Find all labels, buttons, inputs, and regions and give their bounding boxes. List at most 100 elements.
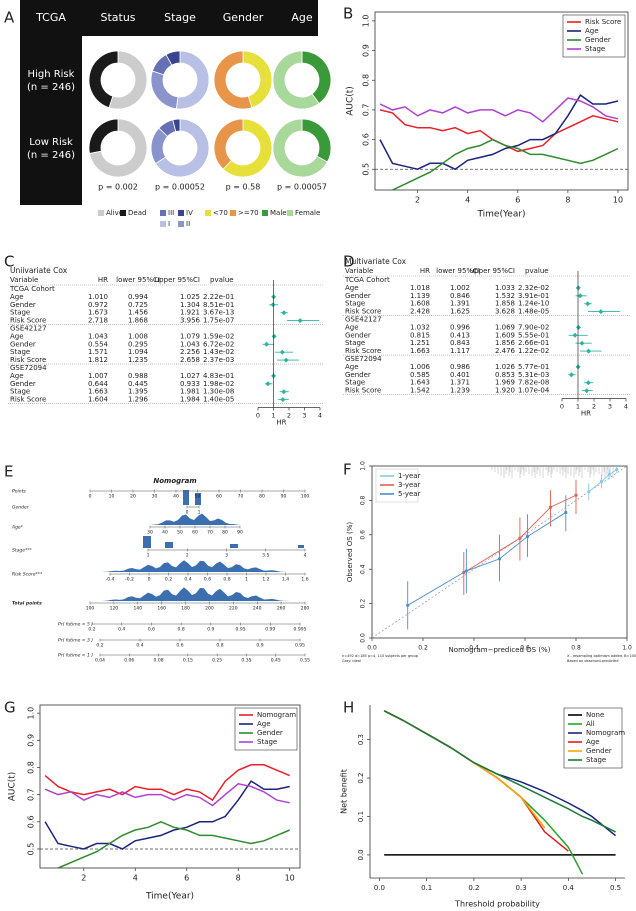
panel-letter: G — [4, 699, 16, 717]
value-cell: 1.571 — [88, 348, 108, 356]
value-cell: 0.815 — [410, 331, 430, 339]
series-line — [379, 109, 619, 153]
legend-label: I — [168, 220, 170, 228]
x-tick-label: 6 — [515, 196, 520, 205]
value-cell: 1.663 — [88, 388, 108, 396]
scale-label: 0 — [89, 494, 92, 500]
series-line — [57, 820, 290, 869]
footnote: Gray: ideal — [342, 659, 361, 663]
scale-label: 3.5 — [262, 553, 269, 559]
panel-letter: D — [343, 253, 355, 271]
scale-label: 70 — [207, 530, 213, 536]
table-header: pvalue — [525, 267, 549, 275]
density — [100, 587, 290, 601]
point — [564, 510, 568, 515]
scale-label: 0 — [186, 510, 189, 516]
scale-label: 0.08 — [154, 658, 164, 664]
series-line — [379, 94, 619, 171]
scale-label: 0.9 — [256, 643, 263, 649]
value-cell: 1.920 — [495, 387, 515, 395]
pvalue-cell: 1.24e-10 — [518, 300, 549, 308]
variable-name: Risk Score — [10, 396, 46, 404]
series-line — [44, 764, 290, 802]
variable-name: Gender — [10, 340, 36, 348]
scale-label: 0.8 — [216, 643, 223, 649]
value-cell: 1.094 — [128, 348, 149, 356]
donut-segment — [222, 118, 273, 178]
variable-name: Stage — [345, 300, 365, 308]
series-line — [383, 710, 616, 833]
value-cell: 1.856 — [495, 339, 516, 347]
x-tick-label: 1 — [576, 403, 580, 411]
value-cell: 0.413 — [450, 331, 470, 339]
group-label: GSE42127 — [10, 325, 47, 333]
value-cell: 0.994 — [128, 293, 149, 301]
density — [150, 513, 240, 525]
pvalue-cell: 7.82e-08 — [518, 379, 549, 387]
pvalue-cell: 6.72e-02 — [203, 340, 234, 348]
scale-label: 0.8 — [223, 577, 230, 583]
value-cell: 1.018 — [410, 284, 430, 292]
hr-point — [265, 381, 271, 387]
value-cell: 1.304 — [180, 301, 201, 309]
value-cell: 2.476 — [495, 347, 516, 355]
scale-label: 60 — [216, 494, 222, 500]
scale-label: 0.15 — [183, 658, 193, 664]
variable-name: Risk Score — [10, 356, 46, 364]
y-tick-label: 0.1 — [357, 811, 365, 822]
scale-label: 200 — [205, 606, 214, 612]
scale-label: 50 — [195, 494, 201, 500]
scale-label: 50 — [177, 530, 183, 536]
hr-point — [264, 341, 270, 347]
legend-swatch — [160, 221, 166, 227]
pvalue-cell: 1.30e-08 — [203, 388, 234, 396]
y-tick-label: 0.7 — [362, 104, 371, 117]
scale-label: 100 — [301, 494, 310, 500]
hr-point — [598, 309, 604, 315]
x-tick-label: 0.1 — [421, 884, 432, 892]
legend-label: Risk Score — [585, 18, 621, 26]
y-tick-label: 0.0 — [360, 633, 367, 643]
x-tick-label: 0.3 — [516, 884, 527, 892]
row-label: High Risk — [28, 69, 75, 80]
legend-label: Female — [295, 209, 320, 217]
variable-name: Age — [345, 363, 359, 371]
row-label: Age* — [11, 525, 24, 531]
scale-label: 70 — [238, 494, 244, 500]
scale-label: 0.6 — [148, 627, 155, 633]
row-label: Gender — [12, 505, 30, 511]
variable-name: Stage — [345, 379, 365, 387]
hr-point — [297, 318, 303, 324]
y-tick-label: 0.6 — [362, 133, 371, 146]
y-tick-label: 0.4 — [360, 564, 367, 574]
point — [587, 490, 591, 494]
value-cell: 1.643 — [410, 379, 430, 387]
legend-label: Gender — [586, 747, 612, 755]
variable-name: Risk Score — [10, 317, 46, 325]
row-label: Points — [12, 489, 26, 495]
legend-label: Age — [586, 738, 600, 746]
density — [230, 544, 238, 548]
legend-label: Nomogram — [257, 711, 296, 719]
point — [615, 467, 619, 472]
value-cell: 2.718 — [88, 317, 108, 325]
row-label: (n = 246) — [27, 150, 75, 161]
value-cell: 1.006 — [410, 363, 431, 371]
scale-label: 1 — [245, 577, 248, 583]
y-tick-label: 0.7 — [27, 788, 36, 801]
value-cell: 1.604 — [88, 396, 109, 404]
value-cell: 1.239 — [450, 387, 470, 395]
value-cell: 1.969 — [495, 379, 515, 387]
hr-point — [281, 389, 287, 395]
pvalue-cell: 1.98e-02 — [203, 380, 234, 388]
scale-label: 1 — [198, 510, 201, 516]
y-tick-label: 0.6 — [360, 530, 367, 540]
series-line — [392, 138, 619, 191]
x-tick-label: 1.0 — [622, 645, 632, 652]
x-axis-label: Nomogram−prediced OS (%) — [449, 646, 551, 654]
scale-label: 90 — [237, 530, 243, 536]
value-cell: 1.010 — [88, 293, 108, 301]
legend-label: Male — [270, 209, 287, 217]
x-tick-label: 4 — [133, 874, 138, 883]
scale-label: 1.4 — [282, 577, 289, 583]
